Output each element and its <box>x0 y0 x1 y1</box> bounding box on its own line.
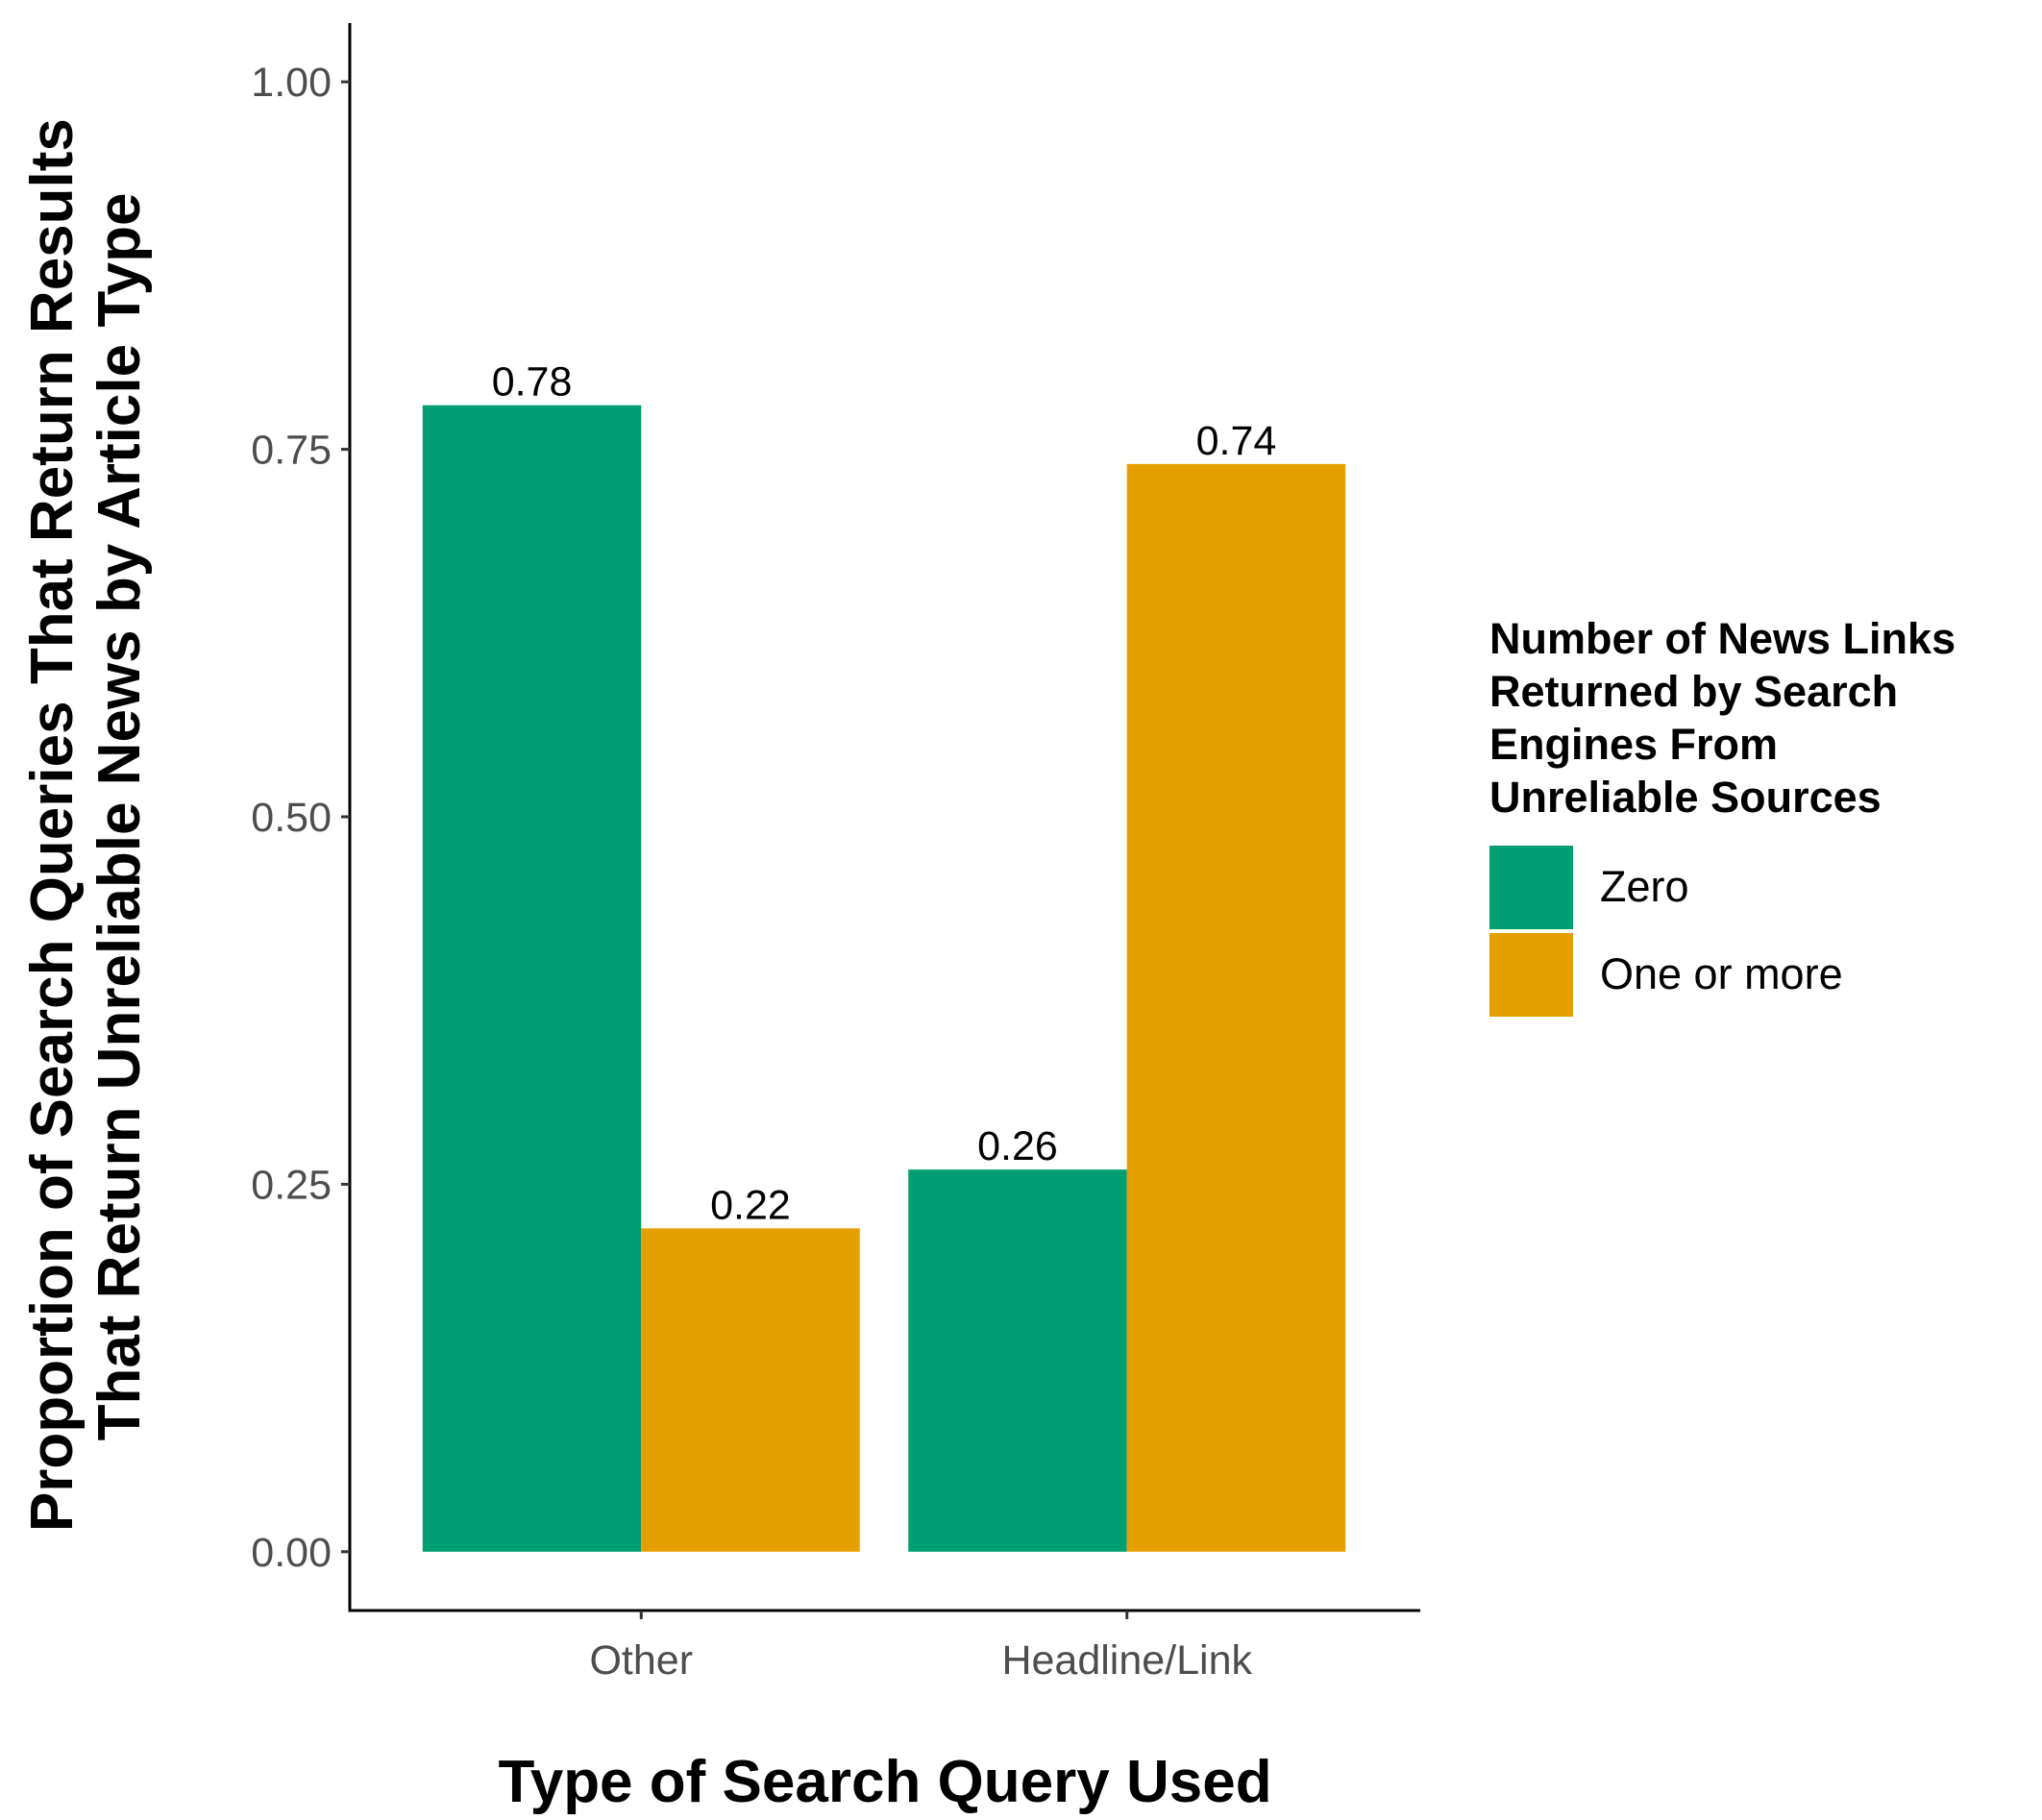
bar-other-zero <box>422 405 642 1552</box>
legend-title-line-2: Returned by Search <box>1489 667 1898 716</box>
y-axis-title-line-2: That Return Unreliable News by Article T… <box>86 193 153 1441</box>
data-label-other-zero: 0.78 <box>492 359 573 406</box>
legend-title-line-1: Number of News Links <box>1489 614 1956 663</box>
legend-key-one-or-more <box>1489 933 1573 1017</box>
y-tick-label: 0.50 <box>251 795 332 841</box>
legend-key-zero <box>1489 846 1573 929</box>
y-ticks-layer: 0.00 0.25 0.50 0.75 1.00 <box>251 60 350 1576</box>
x-ticks-layer: Other Headline/Link <box>589 1611 1253 1684</box>
x-axis-title: Type of Search Query Used <box>498 1749 1271 1815</box>
legend-title-line-3: Engines From <box>1489 720 1778 769</box>
x-tick-label-other: Other <box>589 1637 693 1684</box>
data-label-other-one-or-more: 0.22 <box>710 1182 791 1228</box>
bars-layer <box>422 405 1346 1552</box>
data-labels-layer: 0.78 0.22 0.26 0.74 <box>492 359 1277 1229</box>
bar-other-one-or-more <box>641 1228 860 1552</box>
data-label-headline-link-one-or-more: 0.74 <box>1196 418 1277 464</box>
y-tick-label: 0.25 <box>251 1162 332 1208</box>
legend: Number of News Links Returned by Search … <box>1489 614 1968 1017</box>
y-axis-title: Proportion of Search Queries That Return… <box>19 102 153 1532</box>
legend-label-zero: Zero <box>1600 862 1689 911</box>
legend-title: Number of News Links Returned by Search … <box>1489 614 1968 822</box>
x-tick-label-headline-link: Headline/Link <box>1001 1637 1252 1684</box>
bar-headline-link-zero <box>908 1169 1127 1552</box>
legend-title-line-4: Unreliable Sources <box>1489 773 1882 822</box>
data-label-headline-link-zero: 0.26 <box>977 1123 1058 1169</box>
y-axis-title-line-1: Proportion of Search Queries That Return… <box>19 118 86 1532</box>
y-tick-label: 1.00 <box>251 60 332 106</box>
bar-headline-link-one-or-more <box>1126 463 1346 1552</box>
y-tick-label: 0.75 <box>251 428 332 474</box>
legend-label-one-or-more: One or more <box>1600 949 1843 998</box>
y-tick-label: 0.00 <box>251 1530 332 1576</box>
